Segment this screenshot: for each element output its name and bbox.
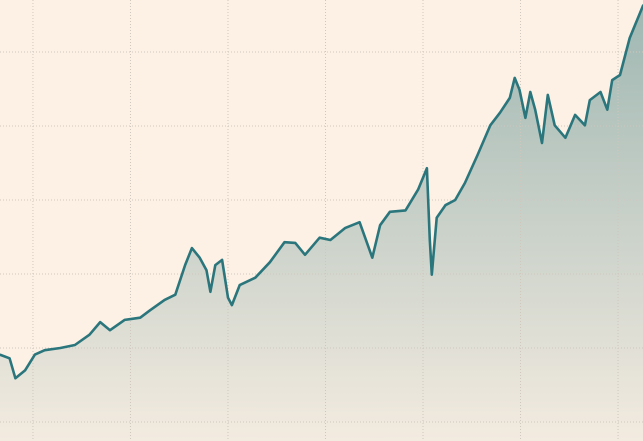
area	[0, 5, 643, 441]
line	[0, 4, 643, 380]
